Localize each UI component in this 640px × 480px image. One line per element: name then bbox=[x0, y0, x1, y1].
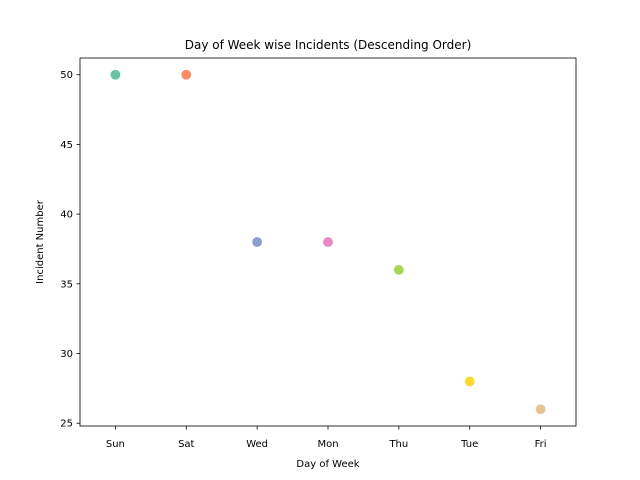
x-axis: Sun Sat Wed Mon Thu Tue Fri bbox=[106, 426, 547, 450]
chart-title: Day of Week wise Incidents (Descending O… bbox=[185, 38, 472, 52]
y-tick-label: 25 bbox=[60, 419, 73, 430]
data-point-mon bbox=[322, 236, 334, 248]
data-point-sun bbox=[109, 69, 121, 81]
x-tick-label: Mon bbox=[317, 439, 338, 450]
y-tick-label: 35 bbox=[60, 279, 73, 290]
y-axis: 25 30 35 40 45 50 bbox=[60, 70, 80, 430]
y-tick-label: 30 bbox=[60, 349, 73, 360]
x-tick-label: Tue bbox=[460, 439, 478, 450]
x-tick-label: Thu bbox=[388, 439, 408, 450]
data-point-tue bbox=[464, 375, 476, 387]
data-point-fri bbox=[535, 403, 547, 415]
data-points bbox=[109, 69, 547, 415]
x-tick-label: Sun bbox=[106, 439, 125, 450]
x-tick-label: Fri bbox=[535, 439, 547, 450]
data-point-sat bbox=[180, 69, 192, 81]
data-point-thu bbox=[393, 264, 405, 276]
y-tick-label: 50 bbox=[60, 70, 73, 81]
x-axis-label: Day of Week bbox=[296, 459, 359, 470]
data-point-wed bbox=[251, 236, 263, 248]
y-axis-label: Incident Number bbox=[35, 199, 46, 284]
y-tick-label: 40 bbox=[60, 210, 73, 221]
x-tick-label: Wed bbox=[246, 439, 268, 450]
x-tick-label: Sat bbox=[178, 439, 194, 450]
y-tick-label: 45 bbox=[60, 140, 73, 151]
